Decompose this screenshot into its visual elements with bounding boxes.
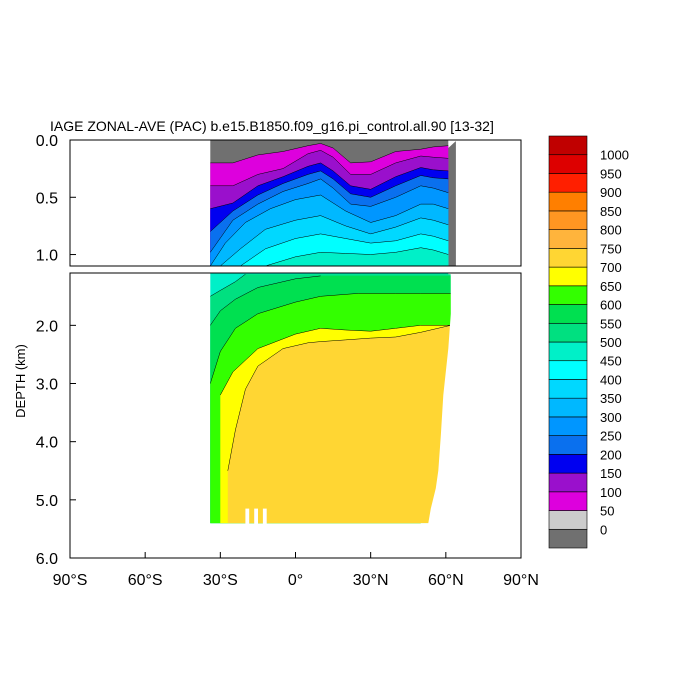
- colorbar-swatch: [548, 266, 588, 287]
- lower-panel-contours: [210, 273, 456, 558]
- colorbar-swatch: [548, 435, 588, 455]
- colorbar-swatch: [548, 360, 588, 380]
- colorbar-swatch: [548, 285, 588, 305]
- colorbar: 0 50 100 150 200 250 300 350 400 450 500 550 600 650 7…: [548, 135, 629, 549]
- colorbar-label: 700: [600, 260, 622, 275]
- upper-contour-250: [210, 178, 449, 253]
- colorbar-swatch: [548, 154, 588, 174]
- upper-band-450: [265, 247, 449, 266]
- y-tick-label: 0.0: [36, 133, 58, 150]
- upper-contour-300: [210, 194, 449, 266]
- upper-contour-400: [240, 233, 449, 266]
- upper-contour-200: [210, 170, 449, 232]
- colorbar-swatch: [548, 341, 588, 362]
- colorbar-swatch: [548, 528, 588, 549]
- colorbar-label: 300: [600, 410, 622, 425]
- y-axis-label: DEPTH (km): [13, 344, 28, 418]
- colorbar-swatch: [548, 191, 588, 212]
- y-tick-label: 6.0: [36, 551, 58, 568]
- x-tick-label: 60°N: [428, 572, 464, 589]
- upper-panel-contours: [210, 140, 456, 266]
- colorbar-label: 950: [600, 166, 622, 181]
- colorbar-swatch: [548, 491, 588, 511]
- land-mask-east: [420, 273, 456, 558]
- lower-contour-550: [210, 275, 321, 326]
- upper-contour-450: [265, 247, 449, 266]
- colorbar-swatch: [548, 322, 588, 343]
- y-tick-label: 4.0: [36, 435, 58, 452]
- colorbar-label: 550: [600, 316, 622, 331]
- land-mask-gap-1: [254, 508, 258, 526]
- colorbar-label: 350: [600, 391, 622, 406]
- y-tick-label: 5.0: [36, 493, 58, 510]
- colorbar-swatch: [548, 472, 588, 493]
- axes: 90°S 60°S 30°S 0° 30°N 60°N 90°N 0.0 0.5 1.0 2.0 3.…: [36, 133, 539, 589]
- y-tick-label: 0.5: [36, 190, 58, 207]
- x-tick-label: 30°N: [353, 572, 389, 589]
- colorbar-label: 100: [600, 485, 622, 500]
- colorbar-label: 800: [600, 223, 622, 238]
- upper-contour-350: [220, 215, 449, 266]
- colorbar-label: 150: [600, 466, 622, 481]
- x-tick-label: 60°S: [128, 572, 163, 589]
- chart-title: IAGE ZONAL-AVE (PAC) b.e15.B1850.f09_g16…: [50, 118, 494, 134]
- colorbar-swatch: [548, 135, 588, 156]
- colorbar-label: 600: [600, 298, 622, 313]
- colorbar-swatch: [548, 210, 588, 230]
- colorbar-swatch: [548, 454, 588, 474]
- colorbar-label: 200: [600, 447, 622, 462]
- upper-panel-frame: [69, 139, 522, 267]
- x-tick-label: 0°: [288, 572, 303, 589]
- colorbar-label: 0: [600, 522, 607, 537]
- colorbar-swatch: [548, 379, 588, 399]
- lower-contour-650: [220, 325, 451, 396]
- colorbar-label: 250: [600, 429, 622, 444]
- colorbar-swatch: [548, 173, 588, 193]
- colorbar-label: 400: [600, 372, 622, 387]
- y-tick-label: 2.0: [36, 318, 58, 335]
- colorbar-label: 1000: [600, 148, 629, 163]
- colorbar-label: 50: [600, 504, 614, 519]
- lower-contour-700: [227, 325, 451, 471]
- colorbar-label: 450: [600, 354, 622, 369]
- x-tick-label: 90°S: [53, 572, 88, 589]
- upper-contour-50: [210, 143, 449, 164]
- land-mask-gap-2: [262, 508, 267, 526]
- colorbar-label: 500: [600, 335, 622, 350]
- x-tick-label: 30°S: [203, 572, 238, 589]
- colorbar-swatch: [548, 397, 588, 418]
- colorbar-swatch: [548, 304, 588, 324]
- lower-band-700: [227, 325, 451, 524]
- colorbar-swatch: [548, 416, 588, 436]
- colorbar-label: 850: [600, 204, 622, 219]
- colorbar-swatch: [548, 229, 588, 249]
- lower-contour-500: [210, 274, 246, 297]
- upper-contour-150: [210, 162, 449, 209]
- y-tick-label: 1.0: [36, 248, 58, 265]
- upper-contour-100: [210, 150, 449, 187]
- x-tick-label: 90°N: [503, 572, 539, 589]
- colorbar-swatch: [548, 248, 588, 268]
- colorbar-label: 900: [600, 185, 622, 200]
- colorbar-label: 650: [600, 279, 622, 294]
- land-mask-gap-0: [245, 508, 250, 526]
- colorbar-swatch: [548, 510, 588, 530]
- y-tick-label: 3.0: [36, 377, 58, 394]
- colorbar-label: 750: [600, 241, 622, 256]
- lower-contour-600: [210, 293, 451, 384]
